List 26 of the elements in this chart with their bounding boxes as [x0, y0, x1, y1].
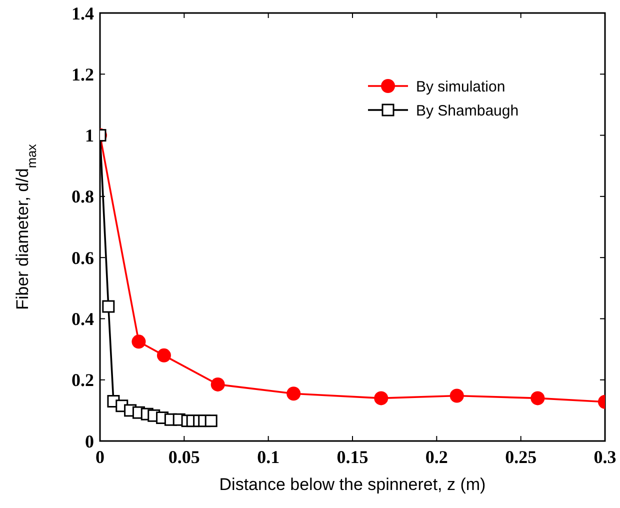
x-tick-label: 0.25	[505, 447, 537, 467]
y-tick-label: 0.4	[72, 309, 94, 330]
y-tick-label: 0.6	[72, 248, 94, 268]
y-tick-label: 1	[85, 126, 94, 146]
point	[204, 414, 218, 428]
point	[132, 334, 146, 349]
legend-label: By simulation	[416, 78, 506, 96]
point	[374, 391, 388, 406]
y-tick-label: 1.4	[72, 3, 94, 24]
point	[450, 388, 464, 403]
point	[156, 348, 171, 362]
point	[210, 377, 225, 392]
x-tick-label: 0.15	[336, 447, 368, 467]
y-tick-label: 0.2	[72, 370, 94, 390]
x-tick-label: 0.2	[425, 447, 448, 467]
point	[286, 386, 301, 401]
x-axis-title: Distance below the spinneret, z (m)	[219, 475, 486, 494]
legend-label: By Shambaugh	[416, 102, 519, 120]
x-tick-label: 0.3	[594, 447, 616, 467]
x-tick-label: 0.1	[257, 447, 280, 467]
point	[102, 300, 115, 313]
x-tick-label: 0.05	[168, 447, 200, 467]
y-tick-label: 0	[85, 431, 94, 452]
point	[530, 391, 545, 406]
y-tick-label: 1.2	[72, 64, 94, 84]
y-tick-label: 0.8	[72, 186, 94, 207]
